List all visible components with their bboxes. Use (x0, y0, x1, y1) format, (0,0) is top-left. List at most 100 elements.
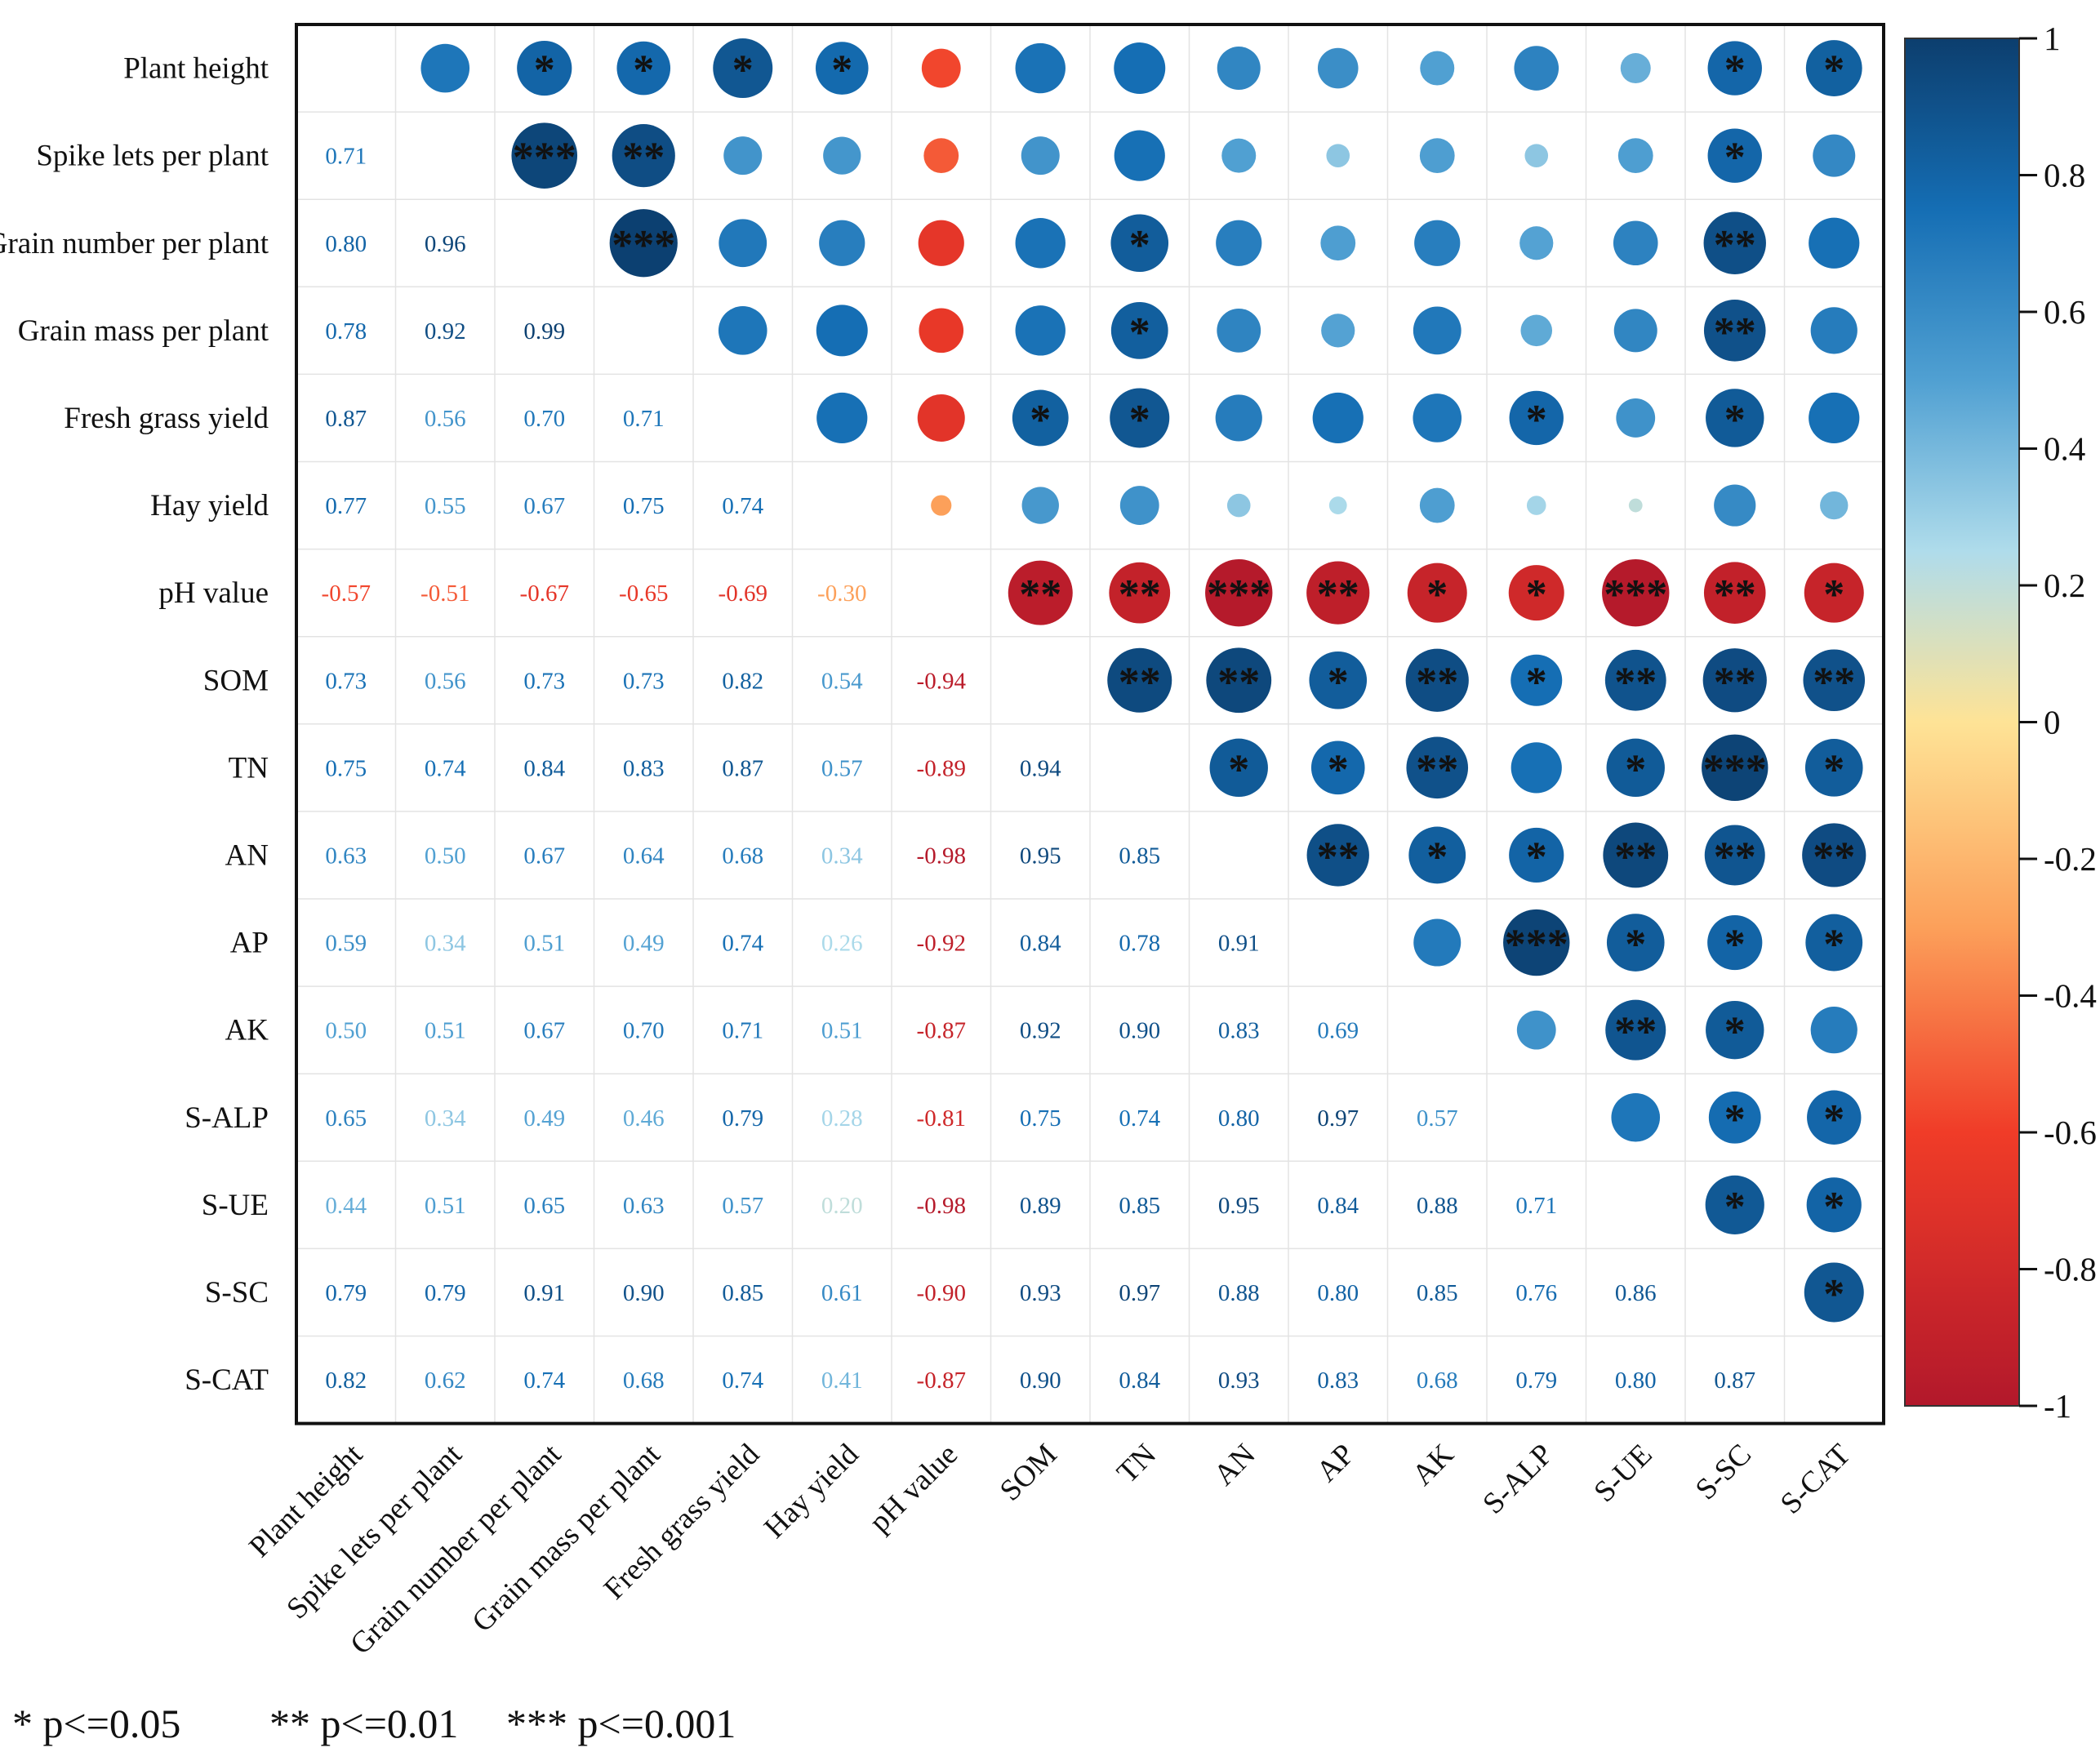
corr-circle (1805, 40, 1862, 96)
corr-circle (1520, 314, 1553, 347)
corr-value: 0.91 (523, 1280, 565, 1306)
corr-value: 0.88 (1417, 1193, 1458, 1219)
corr-value: 0.79 (722, 1105, 763, 1132)
corr-value: 0.97 (1317, 1105, 1359, 1132)
corr-circle (1804, 1262, 1864, 1323)
corr-value: 0.20 (821, 1193, 863, 1219)
corr-circle (1420, 51, 1455, 86)
corr-circle (1603, 822, 1669, 888)
significance-stars: * (1426, 834, 1448, 880)
corr-circle (1516, 1010, 1556, 1050)
corr-value: 0.56 (425, 668, 466, 694)
corr-value: -0.90 (917, 1280, 966, 1306)
significance-stars: *** (513, 135, 576, 181)
row-label: SOM (203, 664, 269, 697)
significance-stars: ** (1119, 571, 1161, 618)
significance-stars: * (1724, 1096, 1746, 1143)
corr-circle (1312, 392, 1364, 444)
corr-circle (1503, 909, 1570, 976)
corr-circle (1110, 301, 1168, 359)
corr-value: 0.34 (425, 931, 466, 957)
significance-stars: ** (1119, 659, 1161, 705)
corr-circle (1419, 487, 1455, 523)
corr-circle (1306, 561, 1370, 625)
corr-circle (1413, 918, 1462, 967)
corr-circle (616, 41, 671, 96)
corr-circle (918, 220, 964, 266)
corr-value: 0.51 (523, 931, 565, 957)
corr-value: 0.84 (1020, 931, 1061, 957)
colorbar: 1 0.8 0.6 0.4 0.2 0 -0.2 -0.4 -0.6 -0.8 -1 (1904, 20, 2097, 1425)
corr-circle (511, 122, 578, 189)
corr-circle (1706, 1000, 1764, 1060)
corr-circle (1021, 136, 1060, 176)
corr-value: 0.90 (1119, 1018, 1160, 1044)
corr-value: -0.67 (520, 580, 569, 607)
significance-stars: * (633, 47, 654, 94)
corr-circle (1114, 130, 1165, 181)
significance-stars: ** (1714, 659, 1756, 705)
colorbar-tick-label: -1 (2044, 1387, 2071, 1425)
corr-value: 0.59 (325, 931, 367, 957)
corr-value: 0.49 (523, 1105, 565, 1132)
corr-value: 0.86 (1615, 1280, 1657, 1306)
significance-stars: ** (1813, 659, 1855, 705)
corr-value: 0.74 (722, 1367, 763, 1394)
corr-value: 0.50 (425, 843, 466, 869)
significance-stars: * (1526, 397, 1547, 443)
significance-stars: * (1328, 746, 1349, 793)
significance-stars: * (1823, 922, 1844, 968)
row-label: S-ALP (185, 1101, 269, 1135)
corr-circle (1809, 392, 1860, 444)
significance-stars: ** (1317, 834, 1359, 880)
significance-stars: * (1129, 397, 1150, 443)
corr-value: 0.85 (722, 1280, 763, 1306)
corr-circle (1809, 217, 1860, 269)
corr-value: 0.64 (623, 843, 665, 869)
corr-circle (1510, 742, 1562, 794)
significance-stars: * (1328, 659, 1349, 705)
corr-circle (1604, 649, 1666, 711)
significance-stars: * (1625, 746, 1646, 793)
corr-circle (1215, 394, 1262, 442)
corr-value: 0.95 (1218, 1193, 1260, 1219)
colorbar-tick-label: 0.6 (2044, 293, 2085, 331)
corr-value: 0.92 (1020, 1018, 1061, 1044)
corr-value: 0.54 (821, 668, 863, 694)
corr-circle (1309, 651, 1368, 709)
row-label: Fresh grass yield (64, 402, 269, 435)
corr-value: 0.56 (425, 406, 466, 432)
significance-stars: ** (1317, 571, 1359, 618)
corr-value: -0.81 (917, 1105, 966, 1132)
corr-value: -0.51 (420, 580, 469, 607)
corr-value: 0.67 (523, 493, 565, 519)
row-label: Plant height (123, 52, 269, 86)
corr-value: -0.87 (917, 1367, 966, 1394)
colorbar-tick-label: 1 (2044, 20, 2061, 57)
significance-stars: * (1526, 571, 1547, 618)
corr-value: 0.28 (821, 1105, 863, 1132)
corr-value: 0.75 (1020, 1105, 1061, 1132)
corr-value: 0.92 (425, 318, 466, 345)
corr-circle (1509, 827, 1564, 883)
corr-circle (1807, 1090, 1862, 1145)
corr-value: 0.68 (722, 843, 763, 869)
significance-stars: ** (1416, 659, 1458, 705)
corr-value: 0.70 (523, 406, 565, 432)
corr-circle (1613, 220, 1658, 266)
corr-value: 0.46 (623, 1105, 665, 1132)
corr-circle (1413, 306, 1462, 355)
corr-value: -0.69 (719, 580, 767, 607)
corr-circle (819, 220, 865, 266)
significance-stars: ** (1614, 659, 1657, 705)
corr-value: 0.80 (1615, 1367, 1657, 1394)
corr-value: 0.93 (1218, 1367, 1260, 1394)
corr-value: 0.74 (1119, 1105, 1160, 1132)
significance-stars: * (1823, 1096, 1844, 1143)
colorbar-gradient (1904, 38, 2020, 1407)
corr-circle (1012, 389, 1069, 447)
corr-circle (1820, 491, 1849, 520)
corr-circle (931, 495, 952, 516)
corr-value: 0.82 (722, 668, 763, 694)
